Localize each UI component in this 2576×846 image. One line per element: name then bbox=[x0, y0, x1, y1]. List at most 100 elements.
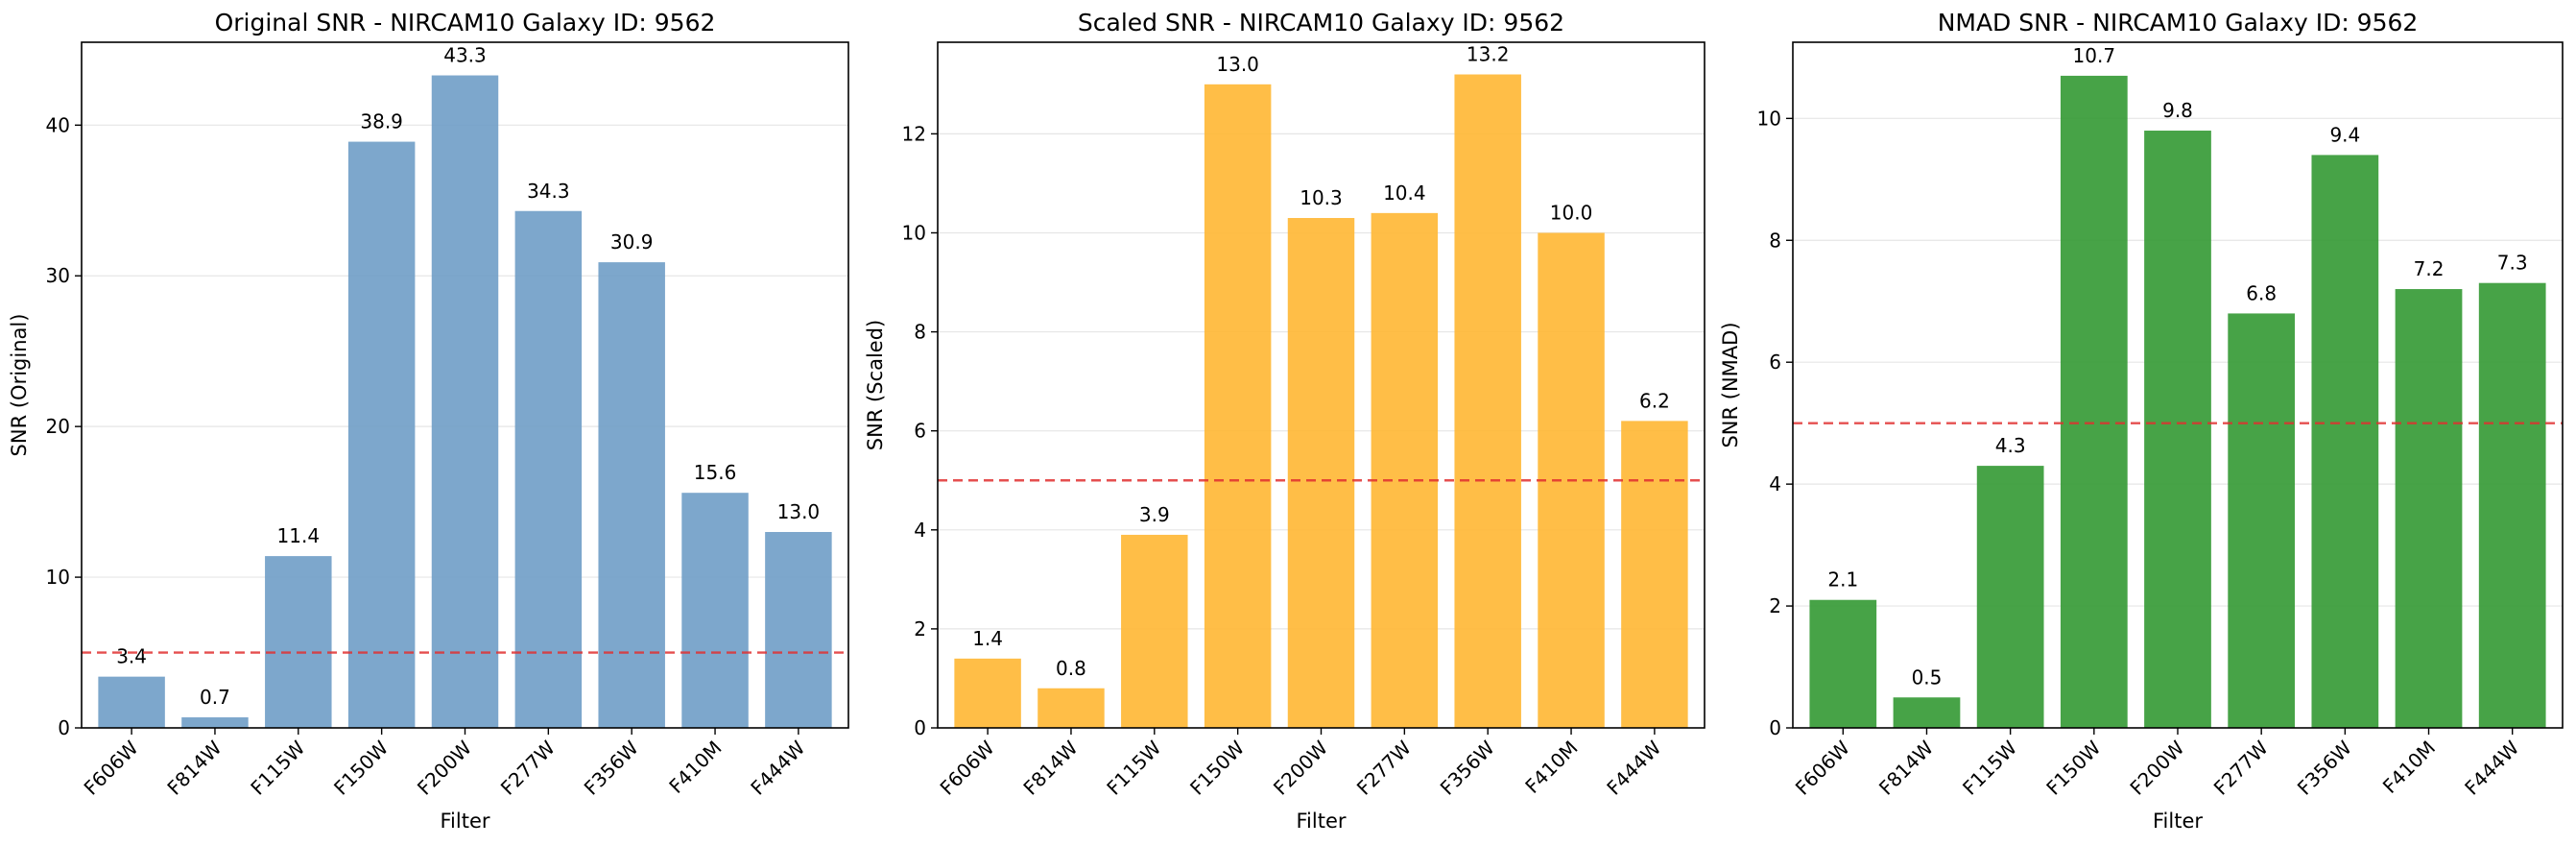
bar-F115W bbox=[1976, 466, 2044, 728]
y-tick-label: 6 bbox=[1769, 350, 1781, 374]
bar-value-label: 34.3 bbox=[527, 180, 570, 203]
y-tick-label: 6 bbox=[914, 420, 926, 443]
bar-value-label: 4.3 bbox=[1995, 434, 2026, 457]
bar-F277W bbox=[1371, 212, 1439, 728]
x-axis-label: Filter bbox=[1296, 810, 1346, 833]
y-tick-label: 2 bbox=[1769, 594, 1781, 617]
bar-F444W bbox=[2478, 282, 2546, 728]
x-tick-label: F150W bbox=[329, 736, 393, 799]
x-tick-label: F444W bbox=[1602, 736, 1665, 799]
bar-value-label: 15.6 bbox=[694, 461, 737, 484]
bar-F410M bbox=[681, 493, 749, 728]
bar-value-label: 7.3 bbox=[2497, 252, 2528, 275]
y-axis-label: SNR (Scaled) bbox=[864, 320, 887, 451]
y-axis-label: SNR (NMAD) bbox=[1719, 322, 1742, 447]
bar-F606W bbox=[1809, 599, 1877, 728]
y-tick-label: 0 bbox=[1769, 716, 1781, 739]
x-tick-label: F115W bbox=[1958, 736, 2021, 799]
x-tick-label: F814W bbox=[1018, 736, 1082, 799]
bar-value-label: 43.3 bbox=[443, 44, 487, 67]
bar-value-label: 6.2 bbox=[1639, 389, 1670, 412]
bar-F814W bbox=[1038, 688, 1105, 728]
bar-F200W bbox=[431, 75, 499, 729]
bar-F150W bbox=[347, 141, 416, 729]
bar-value-label: 13.0 bbox=[777, 500, 821, 523]
bar-value-label: 9.4 bbox=[2329, 123, 2360, 146]
bar-F356W bbox=[2311, 155, 2379, 728]
bar-F356W bbox=[1454, 74, 1521, 728]
chart-title: Scaled SNR - NIRCAM10 Galaxy ID: 9562 bbox=[1078, 9, 1564, 36]
bar-value-label: 10.7 bbox=[2073, 44, 2116, 67]
x-tick-label: F277W bbox=[496, 736, 560, 799]
y-tick-label: 4 bbox=[914, 519, 926, 542]
y-tick-label: 8 bbox=[914, 321, 926, 344]
chart-panel-2: 1.4 0.8 3.9 13.0 10.3 10.4 13.2 10.0 6.2 0 2 4 6 8 10 1… bbox=[864, 9, 1705, 833]
x-tick-label: F410M bbox=[1520, 737, 1582, 798]
bar-value-label: 1.4 bbox=[972, 627, 1003, 650]
bar-value-label: 11.4 bbox=[277, 524, 321, 547]
bar-F444W bbox=[765, 532, 832, 728]
bar-value-label: 2.1 bbox=[1827, 568, 1858, 592]
bar-value-label: 10.0 bbox=[1550, 201, 1593, 224]
chart-title: Original SNR - NIRCAM10 Galaxy ID: 9562 bbox=[215, 9, 716, 36]
bar-value-label: 9.8 bbox=[2162, 99, 2193, 122]
y-tick-label: 10 bbox=[1757, 107, 1781, 130]
bar-value-label: 30.9 bbox=[610, 230, 654, 254]
bar-value-label: 0.7 bbox=[200, 686, 230, 709]
bar-F606W bbox=[954, 658, 1021, 728]
bar-F200W bbox=[1287, 218, 1355, 728]
x-axis-label: Filter bbox=[440, 810, 489, 833]
x-tick-label: F606W bbox=[80, 736, 143, 799]
x-tick-label: F444W bbox=[746, 736, 809, 799]
y-tick-label: 8 bbox=[1769, 229, 1781, 252]
bar-F200W bbox=[2144, 131, 2211, 728]
bar-F115W bbox=[265, 556, 332, 728]
x-tick-label: F814W bbox=[162, 736, 226, 799]
bar-F277W bbox=[2228, 313, 2296, 728]
bar-value-label: 13.2 bbox=[1467, 43, 1510, 66]
chart-panel-1: 3.4 0.7 11.4 38.9 43.3 34.3 30.9 15.6 13.0 0 10 20 3… bbox=[8, 9, 849, 833]
y-tick-label: 10 bbox=[902, 221, 926, 244]
bar-F356W bbox=[598, 262, 665, 728]
y-tick-label: 0 bbox=[914, 716, 926, 739]
y-tick-label: 0 bbox=[58, 716, 70, 739]
chart-title: NMAD SNR - NIRCAM10 Galaxy ID: 9562 bbox=[1938, 9, 2419, 36]
bar-F606W bbox=[98, 676, 165, 728]
x-tick-label: F444W bbox=[2460, 736, 2523, 799]
y-tick-label: 2 bbox=[914, 617, 926, 641]
x-tick-label: F410M bbox=[2378, 737, 2440, 798]
bar-F814W bbox=[181, 717, 249, 728]
bar-value-label: 6.8 bbox=[2246, 281, 2277, 304]
bar-F115W bbox=[1121, 534, 1188, 728]
x-tick-label: F277W bbox=[1352, 736, 1416, 799]
bar-value-label: 7.2 bbox=[2414, 257, 2445, 280]
x-tick-label: F150W bbox=[2041, 736, 2105, 799]
y-tick-label: 40 bbox=[46, 113, 70, 136]
bar-value-label: 13.0 bbox=[1216, 53, 1259, 76]
x-axis-label: Filter bbox=[2153, 810, 2203, 833]
x-tick-label: F356W bbox=[2293, 736, 2356, 799]
bar-F150W bbox=[2060, 75, 2128, 728]
bar-value-label: 0.8 bbox=[1056, 657, 1086, 680]
bar-value-label: 10.4 bbox=[1383, 181, 1426, 205]
y-tick-label: 12 bbox=[902, 122, 926, 145]
bar-F277W bbox=[514, 210, 583, 728]
x-tick-label: F200W bbox=[1269, 736, 1332, 799]
y-tick-label: 20 bbox=[46, 415, 70, 438]
x-tick-label: F200W bbox=[2125, 736, 2188, 799]
y-tick-label: 4 bbox=[1769, 472, 1781, 496]
bar-F150W bbox=[1204, 84, 1272, 728]
y-tick-label: 30 bbox=[46, 264, 70, 287]
x-tick-label: F115W bbox=[246, 736, 309, 799]
bar-value-label: 3.4 bbox=[116, 645, 147, 668]
y-axis-label: SNR (Original) bbox=[8, 314, 31, 457]
x-tick-label: F115W bbox=[1102, 736, 1165, 799]
x-tick-label: F356W bbox=[1436, 736, 1499, 799]
x-tick-label: F606W bbox=[936, 736, 999, 799]
x-tick-label: F150W bbox=[1185, 736, 1249, 799]
bar-F410M bbox=[2395, 289, 2463, 728]
bar-value-label: 3.9 bbox=[1139, 503, 1170, 526]
x-tick-label: F814W bbox=[1874, 736, 1938, 799]
chart-panel-3: 2.1 0.5 4.3 10.7 9.8 6.8 9.4 7.2 7.3 0 2 4 6 8 10 F606W… bbox=[1719, 9, 2564, 833]
